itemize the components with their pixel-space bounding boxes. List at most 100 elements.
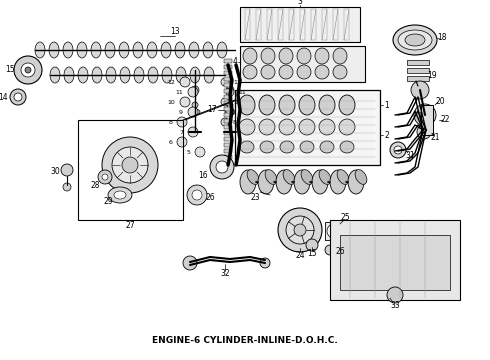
Ellipse shape [204, 67, 214, 83]
Ellipse shape [265, 170, 277, 184]
Bar [256, 9, 261, 40]
Circle shape [216, 161, 228, 173]
Bar [224, 65, 232, 69]
Bar [267, 9, 272, 40]
Text: 23: 23 [250, 194, 260, 202]
Ellipse shape [91, 42, 101, 58]
Ellipse shape [77, 42, 87, 58]
Ellipse shape [161, 42, 171, 58]
Text: 26: 26 [335, 248, 345, 256]
Bar [325, 222, 343, 240]
Circle shape [195, 147, 205, 157]
Text: 13: 13 [170, 27, 180, 36]
Bar [407, 76, 429, 81]
Bar [407, 68, 429, 73]
Bar [278, 9, 283, 40]
Circle shape [21, 63, 35, 77]
Circle shape [226, 88, 234, 96]
Circle shape [14, 56, 42, 84]
Ellipse shape [333, 65, 347, 79]
Circle shape [260, 258, 270, 268]
Circle shape [192, 190, 202, 200]
Circle shape [210, 155, 234, 179]
Circle shape [227, 102, 233, 108]
Text: 31: 31 [405, 150, 415, 159]
Ellipse shape [312, 170, 328, 194]
Ellipse shape [405, 34, 425, 46]
Circle shape [188, 127, 198, 137]
Bar [245, 9, 250, 40]
Ellipse shape [297, 65, 311, 79]
Text: 15: 15 [307, 249, 317, 258]
Text: 22: 22 [440, 116, 450, 125]
Text: 30: 30 [50, 167, 60, 176]
Circle shape [183, 256, 197, 270]
Bar [224, 77, 232, 81]
Ellipse shape [348, 170, 364, 194]
Circle shape [294, 224, 306, 236]
Ellipse shape [189, 42, 199, 58]
Circle shape [387, 287, 403, 303]
Ellipse shape [259, 119, 275, 135]
Ellipse shape [279, 48, 293, 64]
Text: ENGINE-6 CYLINDER-INLINE-D.O.H.C.: ENGINE-6 CYLINDER-INLINE-D.O.H.C. [152, 336, 338, 345]
Bar [78, 120, 183, 220]
Text: 28: 28 [90, 180, 100, 189]
Circle shape [177, 137, 187, 147]
Bar [421, 105, 433, 135]
Ellipse shape [240, 141, 254, 153]
Ellipse shape [355, 170, 367, 184]
Ellipse shape [106, 67, 116, 83]
Circle shape [325, 245, 335, 255]
Ellipse shape [340, 141, 354, 153]
Text: 33: 33 [390, 301, 400, 310]
Ellipse shape [105, 42, 115, 58]
Text: 11: 11 [175, 90, 183, 94]
Circle shape [188, 87, 198, 97]
Ellipse shape [259, 95, 275, 115]
Ellipse shape [64, 67, 74, 83]
Bar [240, 7, 360, 42]
Bar [240, 46, 365, 82]
Ellipse shape [190, 67, 200, 83]
Bar [340, 235, 450, 290]
Circle shape [394, 146, 402, 154]
Circle shape [390, 142, 406, 158]
Ellipse shape [243, 65, 257, 79]
Ellipse shape [297, 48, 311, 64]
Ellipse shape [203, 42, 213, 58]
Circle shape [122, 157, 138, 173]
Text: 10: 10 [233, 99, 241, 104]
Text: 5: 5 [186, 149, 190, 154]
Ellipse shape [319, 95, 335, 115]
Ellipse shape [260, 141, 274, 153]
Text: 9: 9 [179, 109, 183, 114]
Ellipse shape [134, 67, 144, 83]
Ellipse shape [299, 119, 315, 135]
Text: 24: 24 [295, 251, 305, 260]
Bar [224, 113, 232, 117]
Circle shape [188, 107, 198, 117]
Circle shape [187, 185, 207, 205]
Bar [235, 90, 380, 165]
Ellipse shape [279, 119, 295, 135]
Ellipse shape [319, 119, 335, 135]
Ellipse shape [258, 170, 274, 194]
Ellipse shape [300, 141, 314, 153]
Text: 19: 19 [427, 71, 437, 80]
Bar [224, 95, 232, 99]
Circle shape [14, 93, 22, 101]
Ellipse shape [393, 25, 437, 55]
Bar [330, 220, 460, 300]
Text: 14: 14 [0, 93, 8, 102]
Ellipse shape [92, 67, 102, 83]
Bar [300, 9, 305, 40]
Circle shape [191, 86, 199, 94]
Circle shape [421, 129, 427, 135]
Bar [224, 125, 232, 129]
Ellipse shape [315, 48, 329, 64]
Ellipse shape [283, 170, 295, 184]
Ellipse shape [176, 67, 186, 83]
Ellipse shape [261, 48, 275, 64]
Text: 12: 12 [167, 80, 175, 85]
